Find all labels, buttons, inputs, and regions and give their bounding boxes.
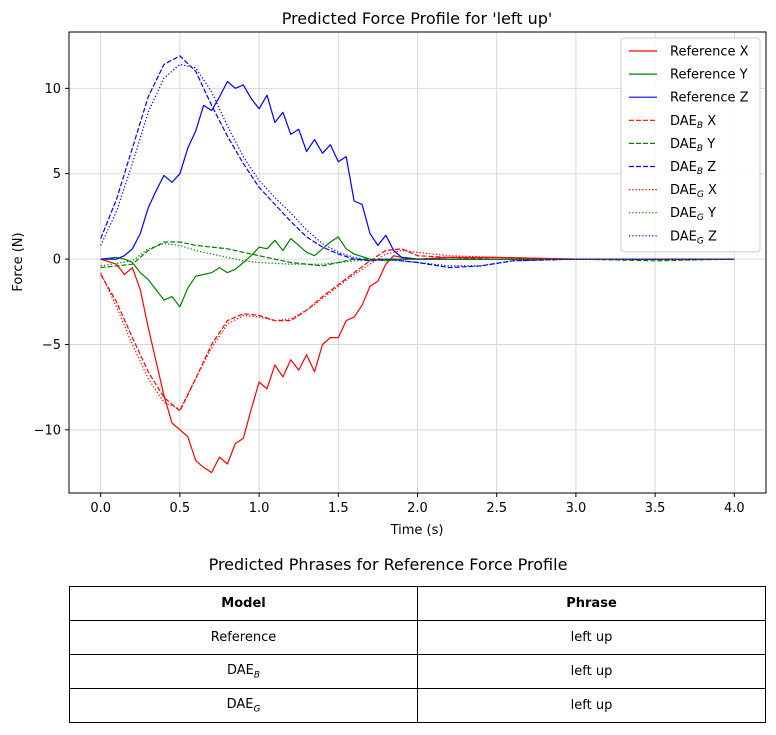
legend-label: DAEG Y <box>670 206 716 223</box>
table-row: DAEG left up <box>69 688 766 723</box>
series-line-dae-g-z <box>100 63 735 267</box>
model-cell: DAEG <box>69 688 418 723</box>
y-tick-label: 5 <box>53 167 61 182</box>
force-profile-chart: Predicted Force Profile for 'left up' 0.… <box>11 9 767 538</box>
header-phrase: Phrase <box>417 586 766 621</box>
series-line-dae-g-y <box>100 243 735 267</box>
phrase-cell: left up <box>417 654 766 689</box>
y-tick-label: 0 <box>53 253 61 268</box>
y-axis: −10 −5 0 5 10 <box>34 82 69 438</box>
table-title: Predicted Phrases for Reference Force Pr… <box>208 555 568 574</box>
x-tick-label: 1.0 <box>249 501 270 516</box>
x-tick-label: 3.0 <box>566 501 587 516</box>
legend-label: DAEB X <box>670 114 716 131</box>
model-cell: DAEB <box>69 654 418 689</box>
series-line-reference-z <box>100 80 735 260</box>
phrases-table: Model Phrase Reference left up DAEB left… <box>69 586 766 723</box>
model-cell: Reference <box>69 620 418 655</box>
y-tick-label: 10 <box>44 82 61 97</box>
x-tick-label: 1.5 <box>328 501 349 516</box>
legend-label: DAEG Z <box>670 229 717 246</box>
x-tick-label: 4.0 <box>724 501 745 516</box>
x-tick-label: 0.5 <box>170 501 191 516</box>
x-axis: 0.0 0.5 1.0 1.5 2.0 2.5 3.0 3.5 4.0 <box>90 493 745 516</box>
legend-box <box>620 37 761 253</box>
y-tick-label: −10 <box>34 423 61 438</box>
x-tick-label: 2.0 <box>407 501 428 516</box>
y-tick-label: −5 <box>42 338 61 353</box>
x-tick-label: 2.5 <box>486 501 507 516</box>
legend: Reference X Reference Y Reference Z DAEB X D… <box>620 37 761 253</box>
table-row: Reference left up <box>69 620 766 655</box>
series-line-dae-b-x <box>100 248 735 412</box>
x-axis-label: Time (s) <box>390 523 444 538</box>
phrase-cell: left up <box>417 620 766 655</box>
header-model: Model <box>69 586 418 621</box>
legend-label: Reference Y <box>670 68 748 83</box>
x-tick-label: 3.5 <box>645 501 666 516</box>
series-line-dae-b-z <box>100 55 735 269</box>
legend-label: DAEB Y <box>670 137 715 154</box>
phrase-cell: left up <box>417 688 766 723</box>
table-row: DAEB left up <box>69 654 766 689</box>
table-header-row: Model Phrase <box>69 586 766 621</box>
legend-label: DAEG X <box>670 183 717 200</box>
series-line-reference-x <box>100 255 735 474</box>
chart-title: Predicted Force Profile for 'left up' <box>282 9 553 28</box>
legend-label: Reference X <box>670 45 749 60</box>
x-tick-label: 0.0 <box>90 501 111 516</box>
series-layer <box>100 55 735 474</box>
legend-label: Reference Z <box>670 91 749 106</box>
y-axis-label: Force (N) <box>11 232 26 291</box>
legend-label: DAEB Z <box>670 160 716 177</box>
